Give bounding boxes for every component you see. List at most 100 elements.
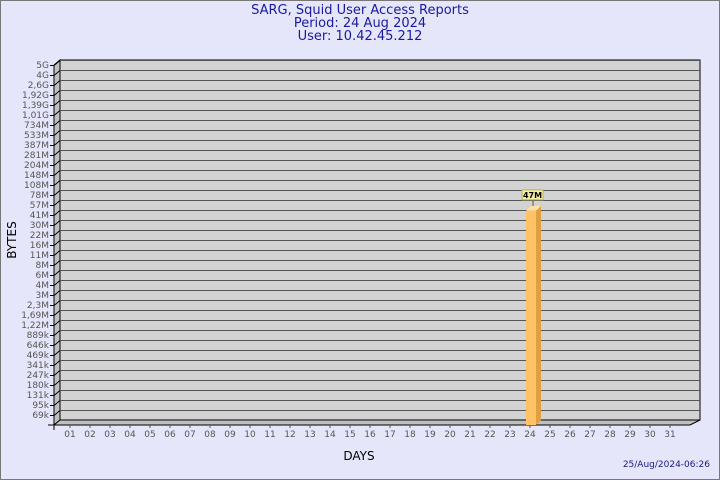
y-tick-label: 69k	[32, 411, 49, 421]
y-tick-label: 6M	[36, 271, 50, 281]
chart-period: Period: 24 Aug 2024	[293, 16, 427, 31]
gridline-slant	[53, 390, 61, 396]
gridline-slant	[53, 170, 61, 176]
x-tick-label: 25	[544, 430, 555, 440]
gridline-slant	[53, 180, 61, 186]
gridline-slant	[53, 400, 61, 406]
y-tick-label: 533M	[24, 131, 49, 141]
gridline-slant	[53, 320, 61, 326]
gridline-slant	[53, 280, 61, 286]
gridline-slant	[53, 150, 61, 156]
gridline-slant	[53, 300, 61, 306]
plot-floor	[52, 419, 701, 426]
x-tick-label: 31	[664, 430, 675, 440]
x-tick-label: 28	[604, 430, 616, 440]
y-tick-label: 57M	[30, 201, 49, 211]
gridline-slant	[53, 230, 61, 236]
gridline-slant	[53, 340, 61, 346]
y-tick-label: 4M	[36, 281, 50, 291]
gridline-slant	[53, 360, 61, 366]
gridline-slant	[53, 60, 61, 66]
x-tick-label: 20	[444, 430, 456, 440]
chart-user: User: 10.42.45.212	[297, 29, 423, 44]
y-tick-label: 11M	[30, 251, 49, 261]
gridline-slant	[53, 100, 61, 106]
x-tick-label: 17	[384, 430, 395, 440]
x-tick-label: 22	[484, 430, 495, 440]
bar	[526, 210, 536, 425]
gridline-slant	[53, 110, 61, 116]
x-tick-label: 03	[104, 430, 115, 440]
x-tick-label: 29	[624, 430, 636, 440]
gridline-slant	[53, 80, 61, 86]
y-tick-label: 734M	[24, 121, 49, 131]
x-tick-label: 23	[504, 430, 515, 440]
y-tick-label: 1,39G	[22, 101, 49, 111]
x-tick-label: 08	[204, 430, 216, 440]
chart-title: SARG, Squid User Access Reports	[251, 3, 469, 18]
y-tick-label: 1,69M	[21, 311, 49, 321]
gridline-slant	[53, 220, 61, 226]
y-tick-label: 469k	[27, 351, 50, 361]
y-tick-label: 2,3M	[27, 301, 49, 311]
y-tick-label: 148M	[24, 171, 49, 181]
x-tick-label: 09	[224, 430, 236, 440]
y-tick-label: 3M	[36, 291, 50, 301]
y-tick-label: 1,92G	[22, 91, 49, 101]
gridline-slant	[53, 270, 61, 276]
y-tick-label: 41M	[30, 211, 49, 221]
y-tick-label: 1,01G	[22, 111, 49, 121]
gridline-slant	[53, 200, 61, 206]
gridline-slant	[53, 160, 61, 166]
y-tick-label: 341k	[27, 361, 50, 371]
y-tick-label: 247k	[27, 371, 50, 381]
gridline-slant	[53, 250, 61, 256]
x-tick-label: 01	[64, 430, 75, 440]
y-tick-label: 2,6G	[28, 81, 49, 91]
x-tick-label: 04	[124, 430, 136, 440]
gridline-slant	[53, 370, 61, 376]
x-tick-label: 02	[84, 430, 95, 440]
x-tick-label: 05	[144, 430, 155, 440]
gridline-slant	[53, 330, 61, 336]
data-label: 47M	[523, 191, 542, 200]
y-tick-label: 646k	[27, 341, 50, 351]
x-tick-label: 27	[584, 430, 595, 440]
y-tick-label: 5G	[36, 61, 49, 71]
y-tick-label: 108M	[24, 181, 49, 191]
y-tick-label: 387M	[24, 141, 49, 151]
gridline-slant	[53, 120, 61, 126]
x-tick-label: 10	[244, 430, 256, 440]
y-tick-label: 281M	[24, 151, 49, 161]
x-tick-label: 18	[404, 430, 416, 440]
gridline-slant	[53, 310, 61, 316]
y-tick-label: 131k	[27, 391, 50, 401]
x-tick-label: 15	[344, 430, 355, 440]
y-tick-label: 889k	[27, 331, 50, 341]
gridline-slant	[53, 90, 61, 96]
x-tick-label: 19	[424, 430, 436, 440]
gridline-slant	[53, 210, 61, 216]
y-tick-label: 204M	[24, 161, 49, 171]
gridline-slant	[53, 190, 61, 196]
gridline-slant	[53, 290, 61, 296]
gridline-slant	[53, 410, 61, 416]
gridline-slant	[53, 240, 61, 246]
timestamp: 25/Aug/2024-06:26	[622, 460, 710, 470]
x-axis-label: DAYS	[343, 449, 374, 463]
y-tick-label: 4G	[36, 71, 49, 81]
y-tick-label: 180k	[27, 381, 50, 391]
x-tick-label: 21	[464, 430, 475, 440]
gridline-slant	[53, 260, 61, 266]
x-tick-label: 07	[184, 430, 195, 440]
y-tick-label: 95k	[32, 401, 49, 411]
x-tick-label: 13	[304, 430, 315, 440]
y-tick-label: 1,22M	[21, 321, 49, 331]
gridline-slant	[53, 70, 61, 76]
gridline-slant	[53, 130, 61, 136]
gridline-slant	[53, 350, 61, 356]
gridline-slant	[53, 380, 61, 386]
x-tick-label: 30	[644, 430, 656, 440]
x-tick-label: 12	[284, 430, 295, 440]
